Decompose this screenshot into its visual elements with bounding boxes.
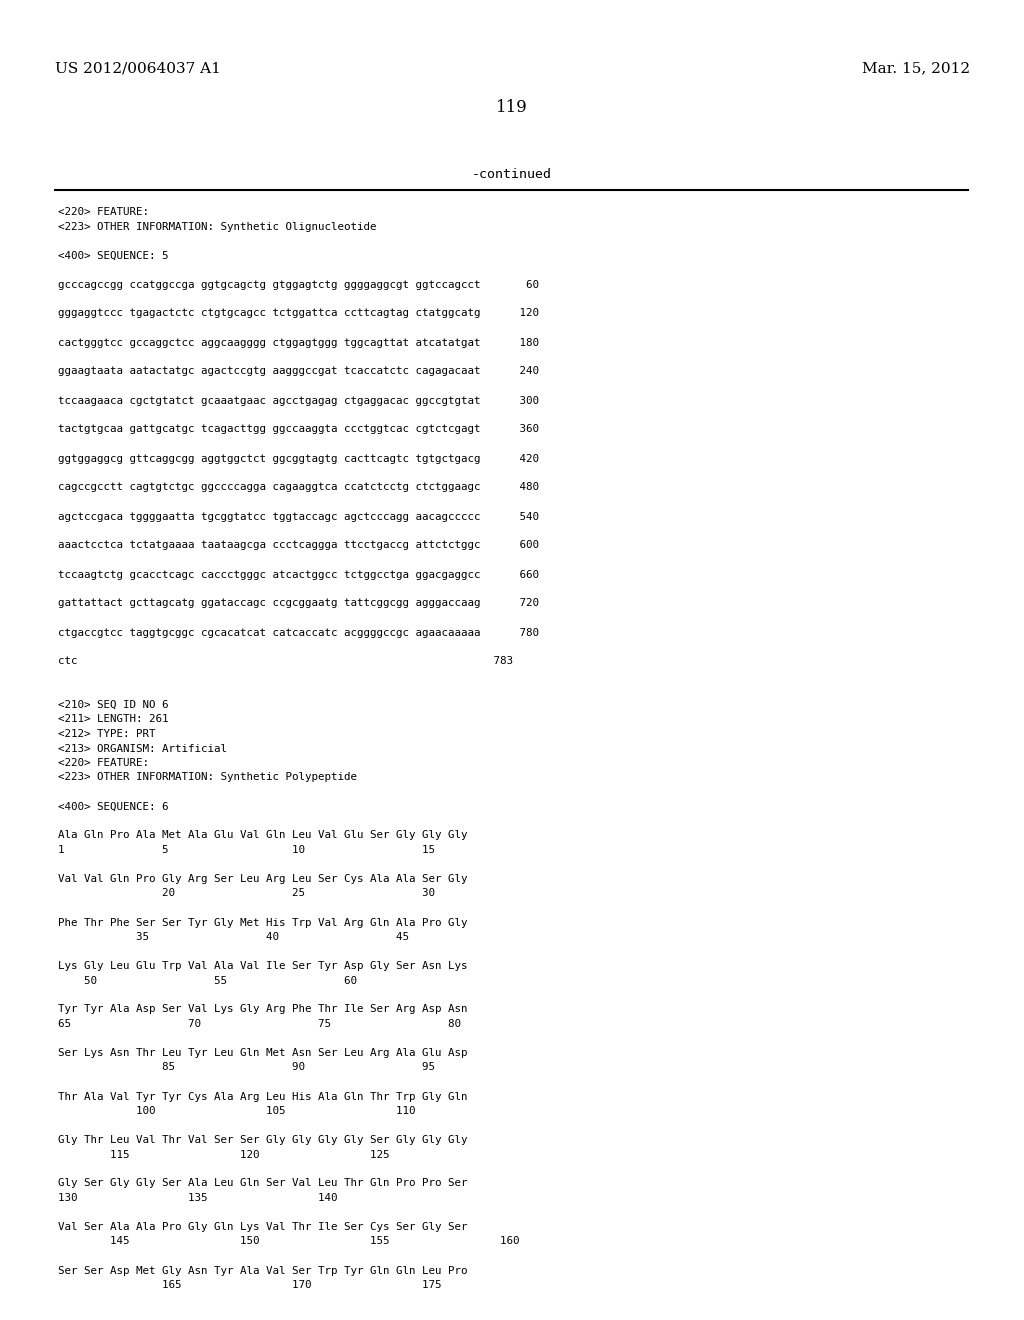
Text: Lys Gly Leu Glu Trp Val Ala Val Ile Ser Tyr Asp Gly Ser Asn Lys: Lys Gly Leu Glu Trp Val Ala Val Ile Ser … xyxy=(58,961,468,972)
Text: tccaagtctg gcacctcagc caccctgggc atcactggcc tctggcctga ggacgaggcc      660: tccaagtctg gcacctcagc caccctgggc atcactg… xyxy=(58,569,539,579)
Text: aaactcctca tctatgaaaa taataagcga ccctcaggga ttcctgaccg attctctggc      600: aaactcctca tctatgaaaa taataagcga ccctcag… xyxy=(58,540,539,550)
Text: ctgaccgtcc taggtgcggc cgcacatcat catcaccatc acggggccgc agaacaaaaa      780: ctgaccgtcc taggtgcggc cgcacatcat catcacc… xyxy=(58,627,539,638)
Text: gattattact gcttagcatg ggataccagc ccgcggaatg tattcggcgg agggaccaag      720: gattattact gcttagcatg ggataccagc ccgcgga… xyxy=(58,598,539,609)
Text: Ser Ser Asp Met Gly Asn Tyr Ala Val Ser Trp Tyr Gln Gln Leu Pro: Ser Ser Asp Met Gly Asn Tyr Ala Val Ser … xyxy=(58,1266,468,1275)
Text: 100                 105                 110: 100 105 110 xyxy=(58,1106,416,1115)
Text: 35                  40                  45: 35 40 45 xyxy=(58,932,409,942)
Text: agctccgaca tggggaatta tgcggtatcc tggtaccagc agctcccagg aacagccccc      540: agctccgaca tggggaatta tgcggtatcc tggtacc… xyxy=(58,511,539,521)
Text: 119: 119 xyxy=(496,99,528,116)
Text: <223> OTHER INFORMATION: Synthetic Polypeptide: <223> OTHER INFORMATION: Synthetic Polyp… xyxy=(58,772,357,783)
Text: 115                 120                 125: 115 120 125 xyxy=(58,1150,389,1159)
Text: <210> SEQ ID NO 6: <210> SEQ ID NO 6 xyxy=(58,700,169,710)
Text: gggaggtccc tgagactctc ctgtgcagcc tctggattca ccttcagtag ctatggcatg      120: gggaggtccc tgagactctc ctgtgcagcc tctggat… xyxy=(58,309,539,318)
Text: <220> FEATURE:: <220> FEATURE: xyxy=(58,207,150,216)
Text: ctc                                                                783: ctc 783 xyxy=(58,656,513,667)
Text: -continued: -continued xyxy=(472,169,552,181)
Text: Gly Thr Leu Val Thr Val Ser Ser Gly Gly Gly Gly Ser Gly Gly Gly: Gly Thr Leu Val Thr Val Ser Ser Gly Gly … xyxy=(58,1135,468,1144)
Text: 145                 150                 155                 160: 145 150 155 160 xyxy=(58,1237,519,1246)
Text: ggtggaggcg gttcaggcgg aggtggctct ggcggtagtg cacttcagtc tgtgctgacg      420: ggtggaggcg gttcaggcgg aggtggctct ggcggta… xyxy=(58,454,539,463)
Text: <223> OTHER INFORMATION: Synthetic Olignucleotide: <223> OTHER INFORMATION: Synthetic Olign… xyxy=(58,222,377,231)
Text: US 2012/0064037 A1: US 2012/0064037 A1 xyxy=(55,61,221,75)
Text: tccaagaaca cgctgtatct gcaaatgaac agcctgagag ctgaggacac ggccgtgtat      300: tccaagaaca cgctgtatct gcaaatgaac agcctga… xyxy=(58,396,539,405)
Text: 1               5                   10                  15: 1 5 10 15 xyxy=(58,845,435,855)
Text: ggaagtaata aatactatgc agactccgtg aagggccgat tcaccatctc cagagacaat      240: ggaagtaata aatactatgc agactccgtg aagggcc… xyxy=(58,367,539,376)
Text: <213> ORGANISM: Artificial: <213> ORGANISM: Artificial xyxy=(58,743,227,754)
Text: Mar. 15, 2012: Mar. 15, 2012 xyxy=(862,61,970,75)
Text: Val Ser Ala Ala Pro Gly Gln Lys Val Thr Ile Ser Cys Ser Gly Ser: Val Ser Ala Ala Pro Gly Gln Lys Val Thr … xyxy=(58,1222,468,1232)
Text: tactgtgcaa gattgcatgc tcagacttgg ggccaaggta ccctggtcac cgtctcgagt      360: tactgtgcaa gattgcatgc tcagacttgg ggccaag… xyxy=(58,425,539,434)
Text: 65                  70                  75                  80: 65 70 75 80 xyxy=(58,1019,461,1030)
Text: 50                  55                  60: 50 55 60 xyxy=(58,975,357,986)
Text: cagccgcctt cagtgtctgc ggccccagga cagaaggtca ccatctcctg ctctggaagc      480: cagccgcctt cagtgtctgc ggccccagga cagaagg… xyxy=(58,483,539,492)
Text: 130                 135                 140: 130 135 140 xyxy=(58,1193,338,1203)
Text: Phe Thr Phe Ser Ser Tyr Gly Met His Trp Val Arg Gln Ala Pro Gly: Phe Thr Phe Ser Ser Tyr Gly Met His Trp … xyxy=(58,917,468,928)
Text: <212> TYPE: PRT: <212> TYPE: PRT xyxy=(58,729,156,739)
Text: <220> FEATURE:: <220> FEATURE: xyxy=(58,758,150,768)
Text: <211> LENGTH: 261: <211> LENGTH: 261 xyxy=(58,714,169,725)
Text: Ser Lys Asn Thr Leu Tyr Leu Gln Met Asn Ser Leu Arg Ala Glu Asp: Ser Lys Asn Thr Leu Tyr Leu Gln Met Asn … xyxy=(58,1048,468,1059)
Text: cactgggtcc gccaggctcc aggcaagggg ctggagtggg tggcagttat atcatatgat      180: cactgggtcc gccaggctcc aggcaagggg ctggagt… xyxy=(58,338,539,347)
Text: Ala Gln Pro Ala Met Ala Glu Val Gln Leu Val Glu Ser Gly Gly Gly: Ala Gln Pro Ala Met Ala Glu Val Gln Leu … xyxy=(58,830,468,841)
Text: 85                  90                  95: 85 90 95 xyxy=(58,1063,435,1072)
Text: 20                  25                  30: 20 25 30 xyxy=(58,888,435,899)
Text: Val Val Gln Pro Gly Arg Ser Leu Arg Leu Ser Cys Ala Ala Ser Gly: Val Val Gln Pro Gly Arg Ser Leu Arg Leu … xyxy=(58,874,468,884)
Text: <400> SEQUENCE: 5: <400> SEQUENCE: 5 xyxy=(58,251,169,260)
Text: gcccagccgg ccatggccga ggtgcagctg gtggagtctg ggggaggcgt ggtccagcct       60: gcccagccgg ccatggccga ggtgcagctg gtggagt… xyxy=(58,280,539,289)
Text: Tyr Tyr Ala Asp Ser Val Lys Gly Arg Phe Thr Ile Ser Arg Asp Asn: Tyr Tyr Ala Asp Ser Val Lys Gly Arg Phe … xyxy=(58,1005,468,1015)
Text: Thr Ala Val Tyr Tyr Cys Ala Arg Leu His Ala Gln Thr Trp Gly Gln: Thr Ala Val Tyr Tyr Cys Ala Arg Leu His … xyxy=(58,1092,468,1101)
Text: 165                 170                 175: 165 170 175 xyxy=(58,1280,441,1290)
Text: <400> SEQUENCE: 6: <400> SEQUENCE: 6 xyxy=(58,801,169,812)
Text: Gly Ser Gly Gly Ser Ala Leu Gln Ser Val Leu Thr Gln Pro Pro Ser: Gly Ser Gly Gly Ser Ala Leu Gln Ser Val … xyxy=(58,1179,468,1188)
